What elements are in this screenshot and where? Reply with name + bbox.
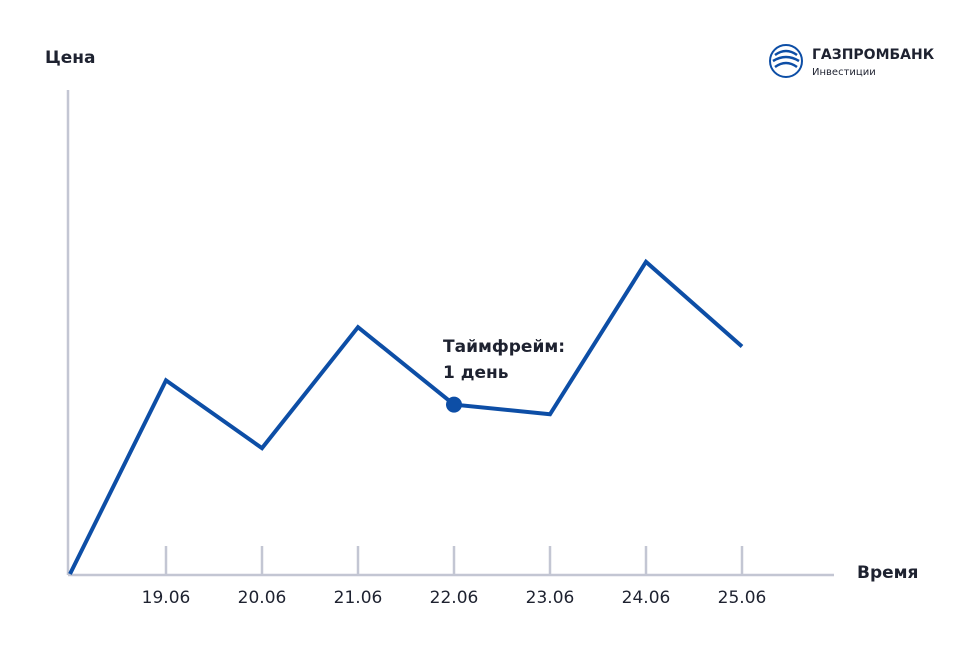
logo-icon-stripes [772,49,800,69]
logo-name: ГАЗПРОМБАНК [812,47,935,63]
logo: ГАЗПРОМБАНК Инвестиции [769,44,935,78]
y-axis-label: Цена [45,48,96,68]
x-axis-label: Время [857,563,918,583]
x-tick-label: 25.06 [718,588,767,608]
x-tick-label: 24.06 [622,588,671,608]
x-tick-label: 22.06 [430,588,479,608]
x-tick-label: 23.06 [526,588,575,608]
price-line [68,258,744,575]
annotation: Таймфрейм: [443,337,565,357]
annotation: 1 день [443,363,509,383]
x-tick-label: 21.06 [334,588,383,608]
highlight-point [446,396,462,413]
x-tick-label: 20.06 [238,588,287,608]
logo-icon [769,44,803,78]
logo-subtitle: Инвестиции [812,67,876,78]
x-tick-label: 19.06 [142,588,191,608]
